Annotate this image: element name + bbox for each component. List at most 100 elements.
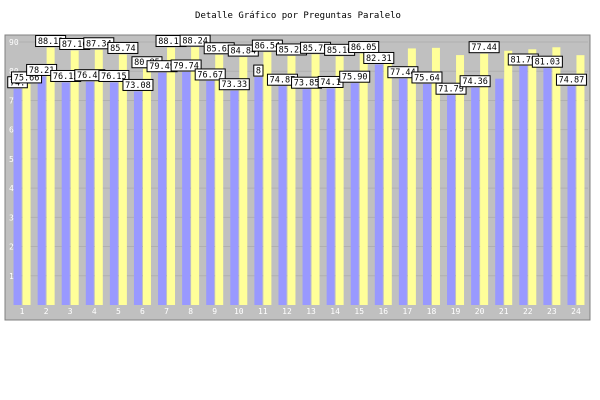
x-tick-label: 5 <box>116 307 121 316</box>
data-label: 77.44 <box>468 41 500 54</box>
x-tick-label: 17 <box>403 307 413 316</box>
bar <box>158 72 167 305</box>
bar <box>543 68 552 305</box>
bar <box>133 91 142 305</box>
bar <box>13 88 22 305</box>
x-tick-label: 13 <box>306 307 316 316</box>
svg-text:74.1: 74.1 <box>320 78 340 88</box>
svg-text:75.66: 75.66 <box>14 73 40 83</box>
data-label: 81.03 <box>531 55 563 68</box>
x-tick-label: 10 <box>234 307 244 316</box>
data-label: 78.21 <box>26 63 58 76</box>
bar <box>504 50 513 306</box>
svg-text:77.44: 77.44 <box>390 68 416 78</box>
bar <box>254 77 263 305</box>
x-tick-label: 14 <box>330 307 340 316</box>
svg-text:85.79: 85.79 <box>303 44 329 54</box>
bar <box>70 50 79 306</box>
bar <box>191 47 200 305</box>
x-tick-label: 7 <box>164 307 169 316</box>
svg-text:85.74: 85.74 <box>110 44 136 54</box>
bar <box>480 53 489 305</box>
svg-text:84.84: 84.84 <box>230 47 256 57</box>
bar <box>311 54 320 306</box>
bar <box>422 83 431 306</box>
bar <box>528 49 537 305</box>
bar <box>46 47 55 305</box>
x-tick-label: 20 <box>475 307 485 316</box>
data-label: 76.67 <box>194 68 226 81</box>
bar <box>215 54 224 305</box>
svg-text:88.11: 88.11 <box>38 37 64 47</box>
data-label: 86.05 <box>348 41 380 54</box>
bar <box>495 78 504 305</box>
chart-title: Detalle Gráfico por Preguntas Paralelo <box>195 11 401 21</box>
bar <box>182 71 191 306</box>
x-tick-label: 22 <box>523 307 533 316</box>
x-tick-label: 3 <box>68 307 73 316</box>
svg-text:76.41: 76.41 <box>77 71 103 81</box>
svg-text:78.21: 78.21 <box>29 66 55 76</box>
bar <box>37 76 46 305</box>
svg-text:85.63: 85.63 <box>206 44 232 54</box>
bar <box>398 78 407 305</box>
svg-text:74.87: 74.87 <box>559 76 585 86</box>
svg-text:81.03: 81.03 <box>535 58 561 68</box>
data-label: 79.74 <box>170 59 202 71</box>
x-tick-label: 9 <box>212 307 217 316</box>
bar <box>374 64 383 305</box>
bar <box>85 81 94 305</box>
svg-text:88.11: 88.11 <box>158 37 184 47</box>
data-label: 85.74 <box>107 41 139 54</box>
bar <box>118 54 127 305</box>
svg-text:87.10: 87.10 <box>62 40 88 50</box>
bar <box>302 89 311 306</box>
x-tick-label: 15 <box>354 307 364 316</box>
x-tick-label: 16 <box>378 307 388 316</box>
x-tick-label: 11 <box>258 307 268 316</box>
svg-text:86.54: 86.54 <box>255 42 281 52</box>
data-label: 8 <box>253 64 264 77</box>
bar <box>239 57 248 305</box>
data-label: 82.31 <box>363 51 395 64</box>
svg-text:71.79: 71.79 <box>438 85 464 95</box>
svg-text:76.67: 76.67 <box>197 70 223 80</box>
svg-text:86.05: 86.05 <box>351 43 377 53</box>
bar <box>206 80 215 306</box>
svg-text:73.08: 73.08 <box>125 81 151 91</box>
svg-text:75.90: 75.90 <box>342 73 368 83</box>
data-labels: 74.75.6678.2188.1176.1587.1076.4187.3476… <box>7 34 587 95</box>
bar <box>326 88 335 305</box>
svg-text:76.15: 76.15 <box>101 72 127 82</box>
data-label: 75.90 <box>339 70 371 83</box>
svg-text:82.31: 82.31 <box>366 54 392 64</box>
svg-text:87.34: 87.34 <box>86 39 112 49</box>
data-label: 73.85 <box>291 76 323 89</box>
x-tick-label: 21 <box>499 307 509 316</box>
svg-text:77.44: 77.44 <box>471 43 497 53</box>
svg-text:73.33: 73.33 <box>221 80 247 90</box>
bar <box>576 55 585 305</box>
data-label: 75.64 <box>411 71 443 84</box>
bar <box>167 47 176 305</box>
bar <box>263 52 272 306</box>
svg-text:73.85: 73.85 <box>294 79 320 89</box>
svg-text:81.79: 81.79 <box>510 55 536 65</box>
svg-text:74.36: 74.36 <box>462 77 488 87</box>
bar <box>383 52 392 305</box>
data-label: 73.08 <box>122 78 154 91</box>
data-label: 88.24 <box>179 34 211 47</box>
x-tick-label: 6 <box>140 307 145 316</box>
y-tick-label: 90 <box>9 38 19 47</box>
data-label: 76.15 <box>98 69 130 82</box>
data-label: 73.33 <box>218 78 250 91</box>
bar <box>431 47 440 305</box>
svg-text:85.23: 85.23 <box>279 45 305 55</box>
bar <box>230 90 239 306</box>
svg-text:85.10: 85.10 <box>327 46 353 56</box>
bar <box>287 55 296 306</box>
svg-text:79.74: 79.74 <box>173 61 199 71</box>
x-tick-label: 18 <box>427 307 437 316</box>
x-tick-label: 4 <box>92 307 97 316</box>
